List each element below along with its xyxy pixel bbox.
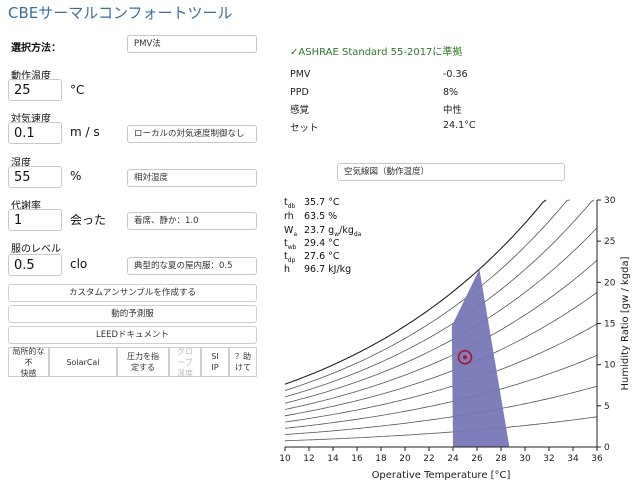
x-tick-label: 22 [423,454,434,464]
speed-unit: m / s [70,125,100,139]
clothing-ensemble-select[interactable]: 典型的な夏の屋内服：0.5 [127,257,257,275]
rh-curve [284,199,571,391]
result-key: セット [290,123,319,134]
x-tick-label: 32 [543,454,554,464]
x-tick-label: 16 [351,454,363,464]
comfort-zone [451,269,510,447]
local-discomfort-button[interactable]: 局所的な不 快感 [8,347,49,378]
dynamic-clothing-button[interactable]: 動的予測服 [8,305,257,323]
result-value: 中性 [443,105,463,116]
temp-input[interactable]: 25 [8,79,62,101]
speed-label: 対気速度 [11,114,51,125]
app-title: CBEサーマルコンフォートツール [8,4,233,22]
result-value: -0.36 [443,69,468,80]
y-tick-label: 5 [604,402,610,412]
y-tick-label: 0 [604,443,610,453]
humidity-label: 湿度 [11,158,31,169]
x-axis-label: Operative Temperature [°C] [372,470,511,481]
x-tick-label: 24 [447,454,459,464]
stat-rh-value: 63.5 % [304,211,338,222]
stat-wet-bulb: twb [284,238,297,251]
x-tick-label: 20 [399,454,411,464]
metabolic-label: 代謝率 [11,201,41,212]
globe-temperature-button[interactable]: グロ ーブ 温度 [169,347,201,378]
y-tick-label: 30 [604,196,616,206]
x-tick-label: 14 [327,454,339,464]
x-tick-label: 10 [279,454,291,464]
specify-pressure-button[interactable]: 圧力を指 定する [117,347,169,377]
help-button[interactable]: ？助 けて [229,347,257,377]
speed-control-select[interactable]: ローカルの対気速度制御なし [127,125,257,143]
method-label: 選択方法： [11,43,61,54]
rh-curve [284,259,598,410]
rh-curve [284,323,598,423]
stat-enthalpy: h [284,264,291,275]
clothing-label: 服のレベル [11,244,61,255]
activity-select[interactable]: 着席、静か：1.0 [127,212,257,230]
metabolic-input[interactable]: 1 [8,209,62,231]
result-value: 24.1°C [443,120,476,131]
rh-curve [284,385,598,435]
rh-curve [284,199,547,385]
current-condition-ring [457,349,473,365]
x-tick-label: 12 [303,454,314,464]
result-key: PPD [290,87,309,98]
unit-toggle-button[interactable]: SI IP [201,347,229,377]
stat-dew-point-value: 27.6 °C [304,251,340,262]
rh-curve [284,199,595,398]
custom-ensemble-button[interactable]: カスタムアンサンブルを作成する [8,284,257,302]
rh-curve [284,354,598,429]
result-key: PMV [290,69,311,80]
stat-enthalpy-value: 96.7 kJ/kg [304,264,352,275]
compliance-status: ✓ASHRAE Standard 55-2017に準拠 [290,47,463,58]
stat-dry-bulb: tdb [284,197,296,210]
rh-curve [284,291,598,417]
method-select[interactable]: PMV法 [127,35,257,53]
clothing-unit: clo [70,257,88,271]
chart-type-select[interactable]: 空気線図（動作温度） [337,163,565,181]
y-tick-label: 20 [604,278,616,288]
x-tick-label: 34 [567,454,579,464]
x-tick-label: 30 [519,454,531,464]
clothing-input[interactable]: 0.5 [8,254,62,276]
stat-rh: rh [284,211,294,222]
stat-wet-bulb-value: 29.4 °C [304,238,340,249]
speed-input[interactable]: 0.1 [8,122,62,144]
y-tick-label: 15 [604,320,615,330]
x-tick-label: 28 [495,454,507,464]
stat-humidity-ratio-value: 23.7 gw/kgda [304,225,362,238]
metabolic-unit: 会った [70,213,107,227]
y-tick-label: 25 [604,237,615,247]
temp-label: 動作温度 [11,71,51,82]
rh-curves [284,199,598,442]
humidity-input[interactable]: 55 [8,166,62,188]
stat-dew-point: tdp [284,251,296,264]
temp-unit: °C [70,83,85,97]
humidity-type-select[interactable]: 相対湿度 [127,169,257,187]
current-condition-point [463,355,467,360]
stat-humidity-ratio: Wa [284,225,298,238]
solarcal-button[interactable]: SolarCal [49,347,117,377]
humidity-unit: % [70,169,82,183]
x-tick-label: 26 [471,454,483,464]
result-key: 感覚 [290,105,310,116]
rh-curve [284,416,598,442]
leed-documentation-button[interactable]: LEEDドキュメント [8,326,257,344]
x-tick-label: 18 [375,454,387,464]
rh-curve [284,227,598,404]
y-axis-label: Humidity Ratio [gw / kgda] [620,256,631,390]
stat-dry-bulb-value: 35.7 °C [304,197,340,208]
result-value: 8% [443,87,459,98]
x-tick-label: 36 [591,454,603,464]
chart-axes: 10 12 14 16 18 20 22 24 26 28 30 32 34 360 5 10 15 20 25 30 [279,196,615,464]
y-tick-label: 10 [604,361,616,371]
